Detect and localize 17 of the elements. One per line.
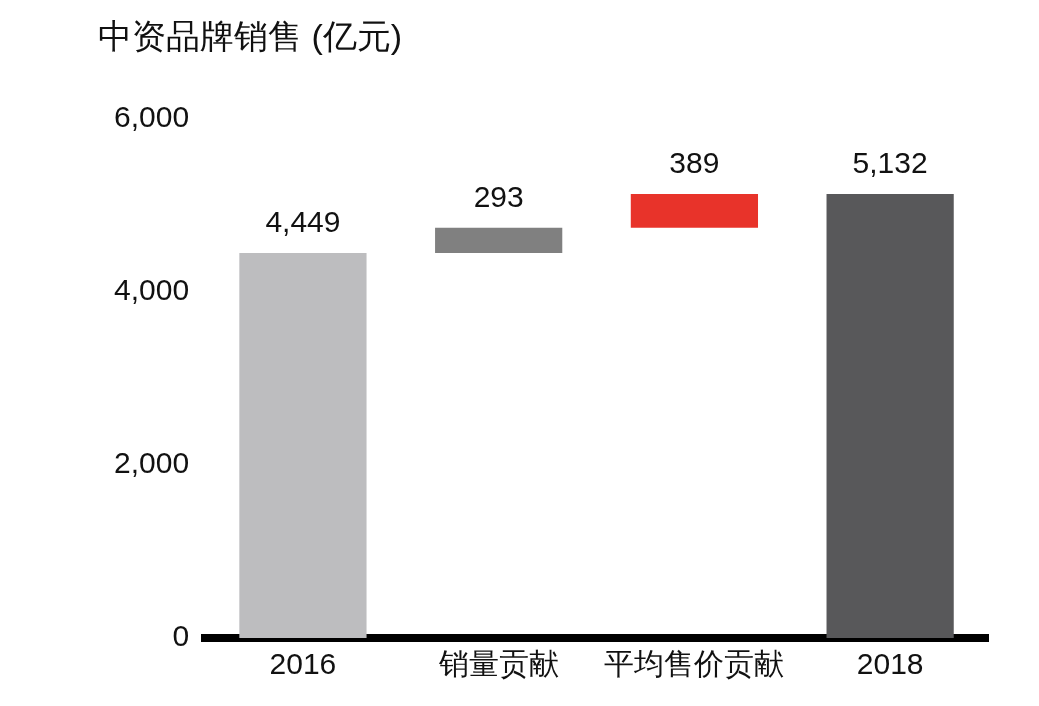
data-label: 389	[669, 146, 720, 180]
data-label: 4,449	[265, 205, 341, 239]
bar	[435, 227, 563, 254]
y-tick-label: 4,000	[114, 273, 190, 307]
x-tick-label: 销量贡献	[437, 647, 559, 681]
bar	[826, 193, 954, 638]
x-tick-label: 2016	[269, 647, 337, 681]
y-tick-label: 6,000	[114, 100, 190, 134]
y-tick-label: 0	[172, 619, 190, 653]
y-tick-label: 2,000	[114, 446, 190, 480]
data-label: 5,132	[852, 146, 928, 180]
bar	[630, 194, 759, 228]
bar	[239, 253, 367, 638]
chart-title: 中资品牌销售 (亿元)	[98, 16, 403, 55]
x-tick-label: 2018	[856, 647, 924, 681]
data-label: 293	[473, 179, 524, 213]
x-tick-label: 平均售价贡献	[604, 647, 785, 681]
